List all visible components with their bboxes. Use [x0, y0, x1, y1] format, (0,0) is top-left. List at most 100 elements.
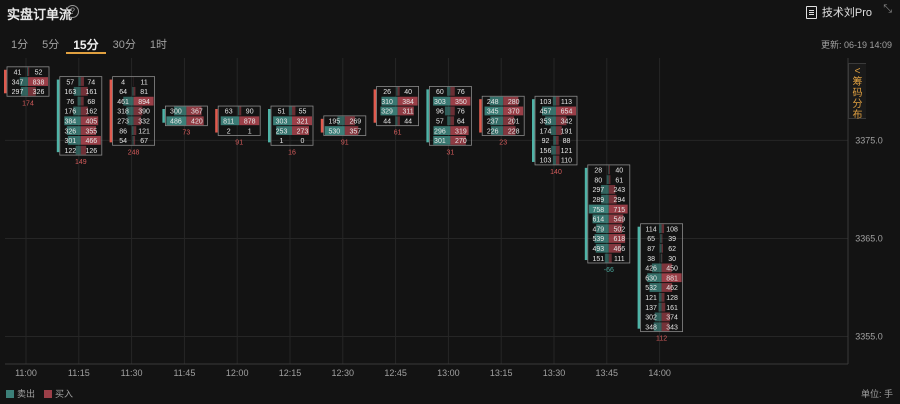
buy-volume-label: 350 — [455, 99, 467, 106]
sell-volume-label: 96 — [436, 109, 444, 116]
tab-15m[interactable]: 15分 — [66, 36, 106, 54]
buy-volume-label: 55 — [299, 109, 307, 116]
sell-volume-label: 92 — [542, 138, 550, 145]
delta-label: 73 — [183, 130, 191, 137]
tab-5m[interactable]: 5分 — [42, 39, 60, 51]
candle-body — [532, 99, 535, 162]
sell-volume-cell — [659, 243, 662, 253]
buy-volume-cell — [133, 106, 143, 116]
buy-volume-label: 108 — [666, 226, 678, 233]
sell-volume-label: 461 — [117, 99, 129, 106]
buy-volume-label: 1 — [248, 128, 252, 135]
legend-sell: 卖出 — [6, 387, 35, 400]
sell-volume-cell — [433, 135, 451, 145]
sell-volume-cell — [490, 126, 504, 135]
buy-volume-cell — [556, 126, 562, 135]
buy-volume-label: 228 — [508, 128, 520, 135]
legend-buy-swatch — [44, 389, 53, 398]
footprint-frame — [534, 95, 578, 166]
footprint-frame — [112, 76, 155, 146]
pro-link[interactable]: 技术刘Pro — [805, 4, 872, 20]
sell-volume-label: 811 — [223, 119, 234, 126]
buy-volume-label: 128 — [666, 295, 678, 302]
buy-volume-label: 64 — [457, 119, 465, 126]
tab-30m[interactable]: 30分 — [112, 39, 136, 51]
help-icon[interactable]: ? — [66, 5, 79, 18]
buy-volume-cell — [608, 234, 626, 243]
sell-volume-cell — [608, 165, 609, 175]
buy-volume-cell — [80, 77, 84, 86]
candle-body — [4, 69, 7, 94]
delta-label: 248 — [128, 149, 140, 156]
candle-body — [584, 167, 588, 261]
buy-volume-label: 161 — [666, 305, 678, 312]
sell-volume-cell — [288, 106, 292, 116]
buy-volume-label: 390 — [138, 109, 150, 116]
buy-volume-cell — [186, 116, 204, 126]
buy-volume-label: 332 — [138, 119, 150, 126]
buy-volume-cell — [133, 135, 136, 145]
x-tick-label: 12:30 — [332, 368, 355, 378]
x-tick-label: 11:00 — [15, 368, 37, 378]
sell-volume-label: 301 — [64, 138, 76, 145]
buy-volume-label: 76 — [457, 89, 465, 96]
buy-volume-label: 11 — [140, 79, 147, 86]
sell-volume-label: 65 — [647, 236, 655, 243]
sell-volume-label: 758 — [592, 207, 604, 214]
buy-volume-label: 420 — [191, 119, 203, 126]
sell-volume-label: 493 — [592, 246, 604, 253]
buy-volume-cell — [503, 96, 519, 106]
buy-volume-label: 405 — [85, 119, 97, 126]
sell-volume-cell — [647, 273, 662, 283]
sell-volume-cell — [596, 224, 609, 234]
sell-volume-label: 121 — [645, 295, 657, 302]
chip-distribution-label: < 筹码分布 — [852, 66, 863, 121]
sell-volume-cell — [550, 126, 556, 135]
sell-volume-label: 347 — [12, 79, 24, 86]
document-icon — [805, 5, 817, 19]
sell-volume-label: 4 — [121, 79, 125, 86]
sell-volume-cell — [653, 322, 662, 332]
tab-1m[interactable]: 1分 — [11, 39, 29, 51]
buy-volume-cell — [397, 96, 418, 106]
sell-volume-cell — [446, 86, 451, 96]
pro-link-label: 技术刘Pro — [821, 7, 872, 19]
timeframe-tabs: 1分 5分 15分 30分 1时 — [4, 36, 174, 54]
sell-volume-label: 174 — [540, 128, 552, 135]
buy-volume-label: 466 — [85, 138, 97, 145]
buy-volume-label: 90 — [246, 109, 254, 116]
sell-volume-cell — [220, 116, 240, 126]
buy-volume-cell — [28, 67, 30, 77]
footprint-frame — [428, 86, 472, 146]
sell-volume-cell — [552, 96, 556, 106]
footprint-frame — [270, 105, 314, 146]
sell-volume-cell — [553, 135, 556, 145]
sell-volume-label: 176 — [64, 109, 76, 116]
sell-volume-cell — [654, 312, 662, 322]
buy-volume-label: 342 — [561, 119, 573, 126]
sell-volume-cell — [123, 96, 134, 106]
sell-volume-cell — [174, 106, 187, 116]
sell-volume-cell — [237, 106, 240, 116]
buy-volume-cell — [503, 116, 515, 126]
sell-volume-cell — [73, 106, 81, 116]
footprint-frame — [587, 164, 631, 264]
sell-volume-label: 303 — [434, 99, 446, 106]
sell-volume-label: 28 — [594, 168, 602, 175]
buy-volume-label: 44 — [404, 119, 412, 126]
buy-volume-cell — [556, 145, 560, 155]
sell-volume-label: 353 — [540, 119, 552, 126]
tab-1h[interactable]: 1时 — [149, 39, 167, 51]
buy-volume-label: 311 — [403, 109, 414, 116]
candle-body — [373, 89, 377, 123]
buy-volume-label: 161 — [85, 89, 97, 96]
sell-volume-label: 114 — [646, 226, 657, 233]
sell-volume-label: 57 — [66, 79, 74, 86]
collapse-icon[interactable]: ⤡ — [883, 3, 892, 15]
buy-volume-label: 243 — [613, 187, 625, 194]
sell-volume-label: 38 — [647, 256, 655, 263]
candle-body — [637, 226, 641, 329]
buy-volume-label: 321 — [297, 119, 309, 126]
sell-volume-label: 64 — [119, 89, 127, 96]
sell-volume-label: 122 — [64, 148, 76, 155]
